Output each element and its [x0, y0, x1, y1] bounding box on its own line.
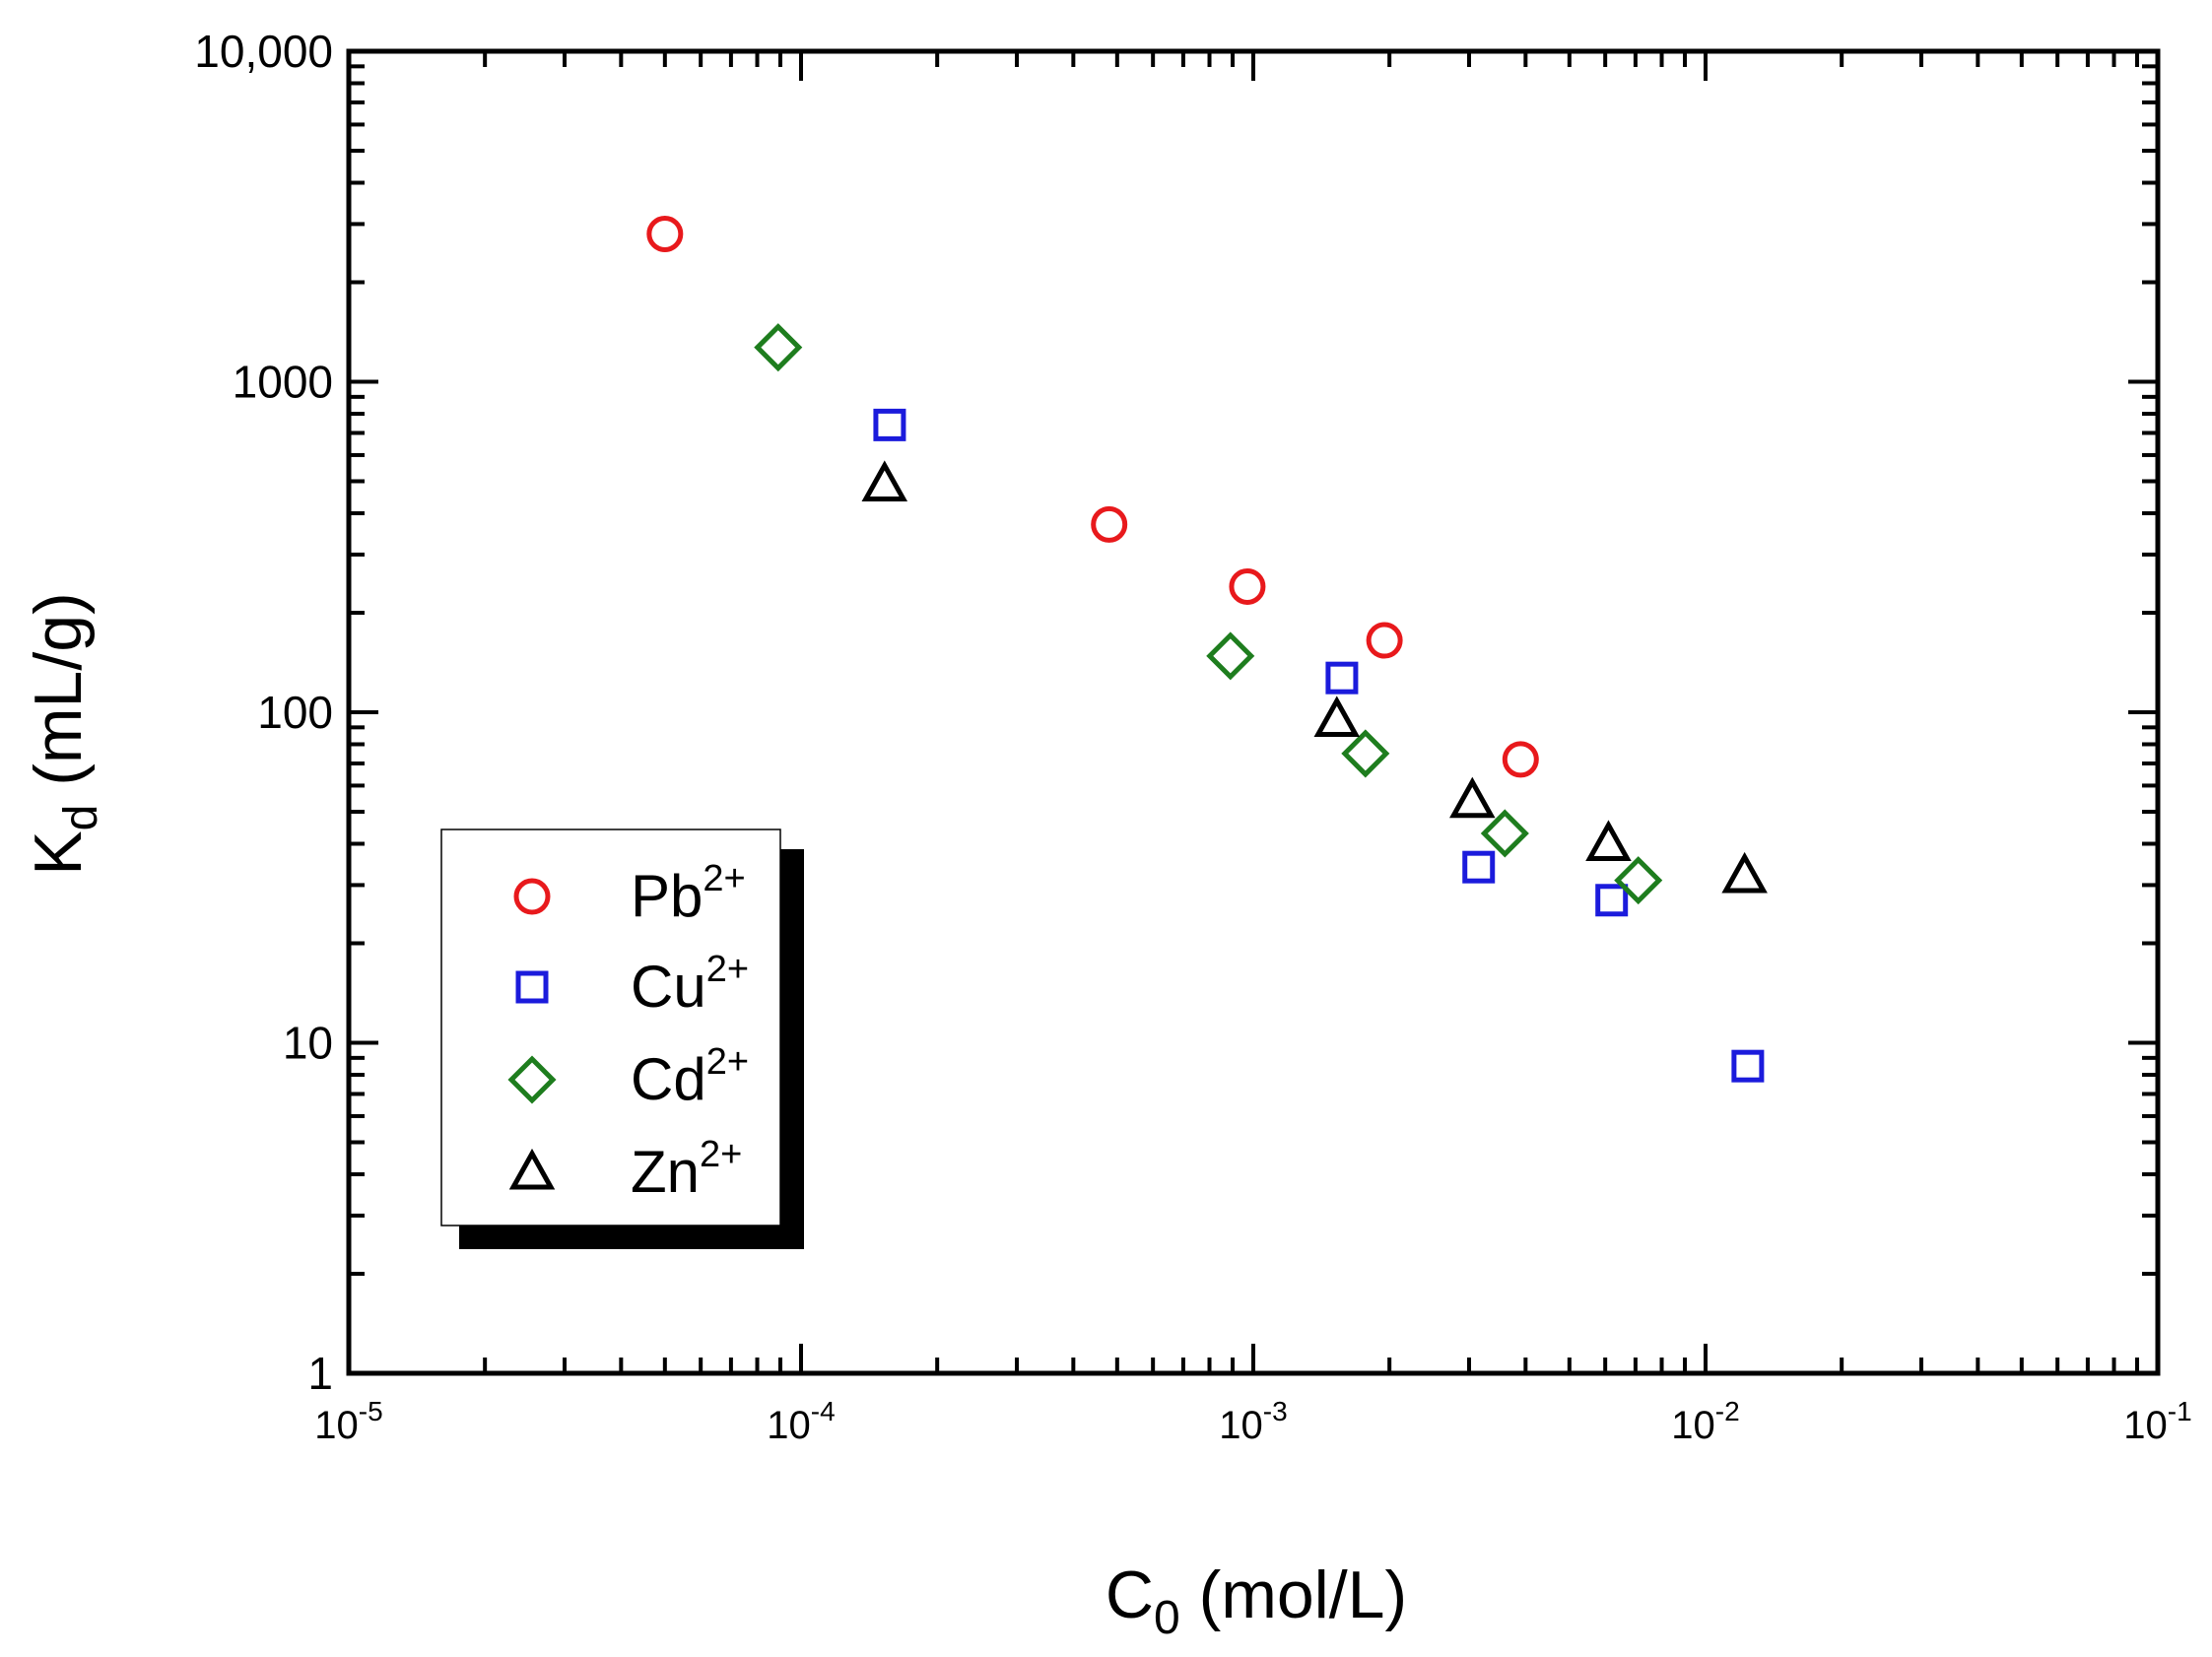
- x-tick-label: 10-1: [2123, 1396, 2191, 1447]
- y-tick-label: 1: [307, 1348, 333, 1399]
- series-cd: [754, 323, 1663, 905]
- cu-square-marker: [1595, 884, 1629, 917]
- x-tick-label: 10-4: [767, 1396, 835, 1447]
- y-tick-label: 1000: [233, 357, 333, 408]
- zn-triangle-marker: [861, 460, 908, 501]
- cd-diamond-marker: [1206, 631, 1255, 681]
- zn-triangle-marker: [1449, 776, 1496, 819]
- pb-circle-marker: [646, 215, 684, 252]
- y-tick-label: 10,000: [194, 26, 333, 77]
- legend-cd-diamond-icon: [507, 1055, 557, 1104]
- data-markers: [646, 215, 1768, 1083]
- cd-diamond-marker: [754, 323, 803, 372]
- legend: Pb2+ Cu2+ Cd2+ Zn2+: [440, 828, 804, 1249]
- cu-square-marker: [1462, 850, 1496, 884]
- cd-diamond-marker: [1614, 856, 1663, 905]
- pb-circle-marker: [1502, 741, 1539, 778]
- cd-diamond-marker: [1341, 729, 1390, 778]
- cu-square-marker: [1731, 1049, 1765, 1083]
- zn-triangle-marker: [1585, 820, 1632, 862]
- series-cu: [873, 408, 1765, 1083]
- legend-zn-triangle-icon: [508, 1148, 556, 1190]
- legend-label-cu: Cu2+: [631, 949, 749, 1020]
- legend-label-pb: Pb2+: [631, 858, 746, 929]
- pb-circle-marker: [1229, 567, 1266, 605]
- x-tick-label: 10-3: [1219, 1396, 1287, 1447]
- cu-square-marker: [873, 408, 906, 441]
- zn-triangle-marker: [1721, 851, 1768, 894]
- legend-label-zn: Zn2+: [631, 1134, 742, 1205]
- series-zn: [861, 460, 1768, 894]
- y-tick-label: 100: [257, 687, 333, 738]
- zn-triangle-marker: [1313, 696, 1361, 737]
- cd-diamond-marker: [1480, 809, 1529, 858]
- series-pb: [646, 215, 1539, 778]
- pb-circle-marker: [1366, 622, 1403, 659]
- tick-labels: 10-5 10-4 10-3 10-2 10-1 1 10 100 1000 10,000: [194, 26, 2191, 1447]
- legend-cu-square-icon: [515, 970, 549, 1004]
- cu-square-marker: [1325, 661, 1359, 695]
- plot-frame: [346, 48, 2161, 1376]
- legend-box: [440, 828, 781, 1226]
- x-tick-label: 10-5: [314, 1396, 382, 1447]
- y-tick-label: 10: [283, 1018, 333, 1069]
- x-axis-title: C0 (mol/L): [1106, 1558, 1407, 1644]
- legend-label-cd: Cd2+: [631, 1041, 749, 1112]
- legend-pb-circle-icon: [513, 878, 551, 915]
- x-tick-label: 10-2: [1671, 1396, 1739, 1447]
- y-axis-title: Kd (mL/g): [21, 592, 107, 875]
- pb-circle-marker: [1091, 505, 1128, 543]
